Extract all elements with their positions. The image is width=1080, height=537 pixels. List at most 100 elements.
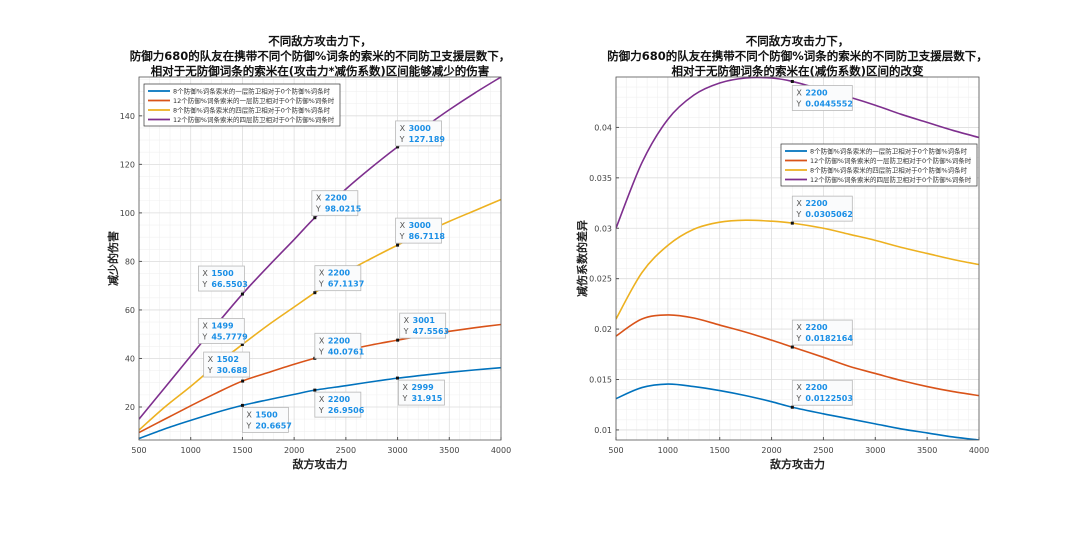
datatip-marker — [313, 291, 317, 295]
datatip-box — [395, 217, 442, 244]
datatip-marker — [790, 405, 794, 409]
legend: 8个防御%词条索米的一层防卫相对于0个防御%词条时12个防御%词条索米的一层防卫… — [143, 83, 341, 127]
datatip-x-label: X — [796, 323, 802, 332]
datatip: X 1500 Y 66.5503 — [198, 265, 248, 296]
chart-title-line: 不同敌方攻击力下， — [746, 34, 850, 48]
x-tick-label: 2500 — [813, 446, 833, 455]
datatip-y-value: 45.7779 — [211, 332, 248, 341]
datatip-box — [399, 312, 447, 339]
datatip-y-label: Y — [795, 210, 801, 219]
datatip-marker — [313, 388, 317, 392]
datatip-x-label: X — [202, 269, 208, 278]
chart-title-line: 防御力680的队友在携带不同个防御%词条的索米的不同防卫支援层数下， — [130, 49, 511, 63]
datatip: X 2200 Y 67.1137 — [313, 265, 364, 295]
y-tick-label: 60 — [125, 306, 135, 315]
chart-title-line: 相对于无防御词条的索米在(减伤系数)区间的改变 — [671, 64, 924, 78]
y-tick-label: 0.03 — [594, 224, 612, 233]
datatip-x-value: 2200 — [805, 383, 828, 392]
x-tick-label: 2000 — [761, 446, 781, 455]
y-tick-label: 0.015 — [589, 376, 612, 385]
datatip-x-label: X — [246, 410, 252, 419]
datatip-marker — [240, 292, 244, 296]
plot-area — [139, 77, 501, 440]
datatip-y-label: Y — [318, 347, 324, 356]
x-tick-label: 3000 — [865, 446, 885, 455]
datatip-x-value: 2200 — [328, 269, 351, 278]
datatip-y-label: Y — [399, 232, 405, 241]
legend-entry: 8个防御%词条索米的四层防卫相对于0个防御%词条时 — [810, 165, 968, 174]
datatip-x-value: 2200 — [805, 323, 828, 332]
datatip-y-value: 66.5503 — [211, 280, 247, 289]
datatip-box — [398, 379, 445, 406]
datatip: X 1500 Y 20.6657 — [240, 403, 292, 433]
datatip-box — [314, 265, 362, 292]
axes-box — [615, 76, 980, 441]
legend-box — [143, 83, 341, 127]
datatip-x-value: 2200 — [325, 194, 348, 203]
datatip-x-label: X — [202, 321, 208, 330]
x-tick-label: 4000 — [491, 446, 511, 455]
datatip: X 2200 Y 0.0182164 — [790, 319, 853, 349]
chart-title-line: 不同敌方攻击力下， — [268, 34, 372, 48]
x-tick-label: 500 — [608, 446, 623, 455]
datatip-x-value: 3001 — [413, 316, 436, 325]
x-tick-label: 1500 — [232, 446, 252, 455]
datatip-marker — [396, 338, 400, 342]
datatip-marker — [241, 379, 245, 383]
x-tick-label: 3500 — [439, 446, 459, 455]
datatip-y-label: Y — [318, 406, 324, 415]
datatip-x-value: 2200 — [805, 88, 828, 97]
datatip-y-label: Y — [315, 205, 321, 214]
y-axis-label: 减少的伤害 — [106, 231, 120, 286]
datatip: X 2200 Y 40.0761 — [313, 332, 365, 360]
y-tick-label: 140 — [120, 112, 135, 121]
datatip-x-value: 2200 — [328, 395, 351, 404]
datatip: X 2200 Y 0.0445552 — [790, 79, 853, 111]
datatip-marker — [396, 243, 400, 247]
y-tick-label: 80 — [125, 257, 135, 266]
datatip-x-value: 1499 — [211, 321, 234, 330]
datatip-y-label: Y — [399, 135, 405, 144]
datatip: X 2200 Y 98.0215 — [311, 190, 362, 220]
datatip-marker — [240, 342, 244, 346]
datatip: X 2999 Y 31.915 — [395, 376, 445, 406]
chart-2: 不同敌方攻击力下，防御力680的队友在携带不同个防御%词条的索米的不同防卫支援层… — [575, 34, 989, 471]
datatip-marker — [313, 216, 317, 220]
datatip: X 1502 Y 30.688 — [203, 351, 251, 383]
datatip-y-value: 127.189 — [409, 135, 446, 144]
datatip-x-value: 1500 — [255, 410, 278, 419]
datatip-y-value: 86.7118 — [409, 232, 446, 241]
datatip-box — [198, 265, 245, 292]
datatip: X 3000 Y 86.7118 — [395, 217, 446, 247]
datatip-x-label: X — [319, 269, 325, 278]
datatip-box — [791, 319, 853, 346]
x-axis-label: 敌方攻击力 — [770, 457, 825, 471]
chart-1: 不同敌方攻击力下，防御力680的队友在携带不同个防御%词条的索米的不同防卫支援层… — [106, 34, 511, 471]
y-axis-label: 减伤系数的差异 — [575, 220, 589, 297]
datatip-x-label: X — [319, 395, 325, 404]
legend-entry: 12个防御%词条索米的四层防卫相对于0个防御%词条时 — [810, 175, 972, 184]
datatip-y-label: Y — [795, 99, 801, 108]
datatip-x-label: X — [316, 194, 322, 203]
x-tick-label: 1500 — [710, 446, 730, 455]
datatip-x-label: X — [796, 88, 802, 97]
y-tick-label: 120 — [120, 160, 135, 169]
datatip: X 2200 Y 26.9506 — [313, 388, 365, 418]
legend-entry: 8个防御%词条索米的一层防卫相对于0个防御%词条时 — [810, 146, 968, 155]
x-tick-label: 3500 — [917, 446, 937, 455]
datatip: X 2200 Y 0.0305062 — [790, 195, 853, 225]
y-tick-label: 100 — [120, 209, 135, 218]
datatip-y-value: 0.0305062 — [805, 210, 853, 219]
datatip: X 3001 Y 47.5563 — [396, 312, 449, 342]
datatip-box — [311, 190, 359, 217]
datatip-x-value: 2200 — [328, 336, 351, 345]
datatip-x-label: X — [400, 124, 406, 133]
datatip-y-value: 98.0215 — [325, 205, 362, 214]
datatip-box — [395, 120, 442, 147]
chart-title-line: 防御力680的队友在携带不同个防御%词条的索米的不同防卫支援层数下， — [607, 49, 988, 63]
datatip-x-value: 1502 — [217, 355, 239, 364]
datatip-x-value: 2999 — [411, 383, 434, 392]
datatip-y-value: 31.915 — [411, 394, 442, 403]
datatip-y-value: 30.688 — [217, 366, 248, 375]
x-tick-label: 1000 — [658, 446, 678, 455]
